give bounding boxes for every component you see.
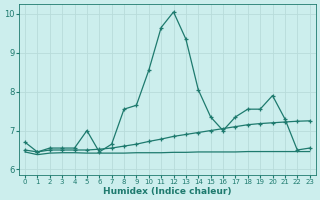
X-axis label: Humidex (Indice chaleur): Humidex (Indice chaleur) bbox=[103, 187, 232, 196]
